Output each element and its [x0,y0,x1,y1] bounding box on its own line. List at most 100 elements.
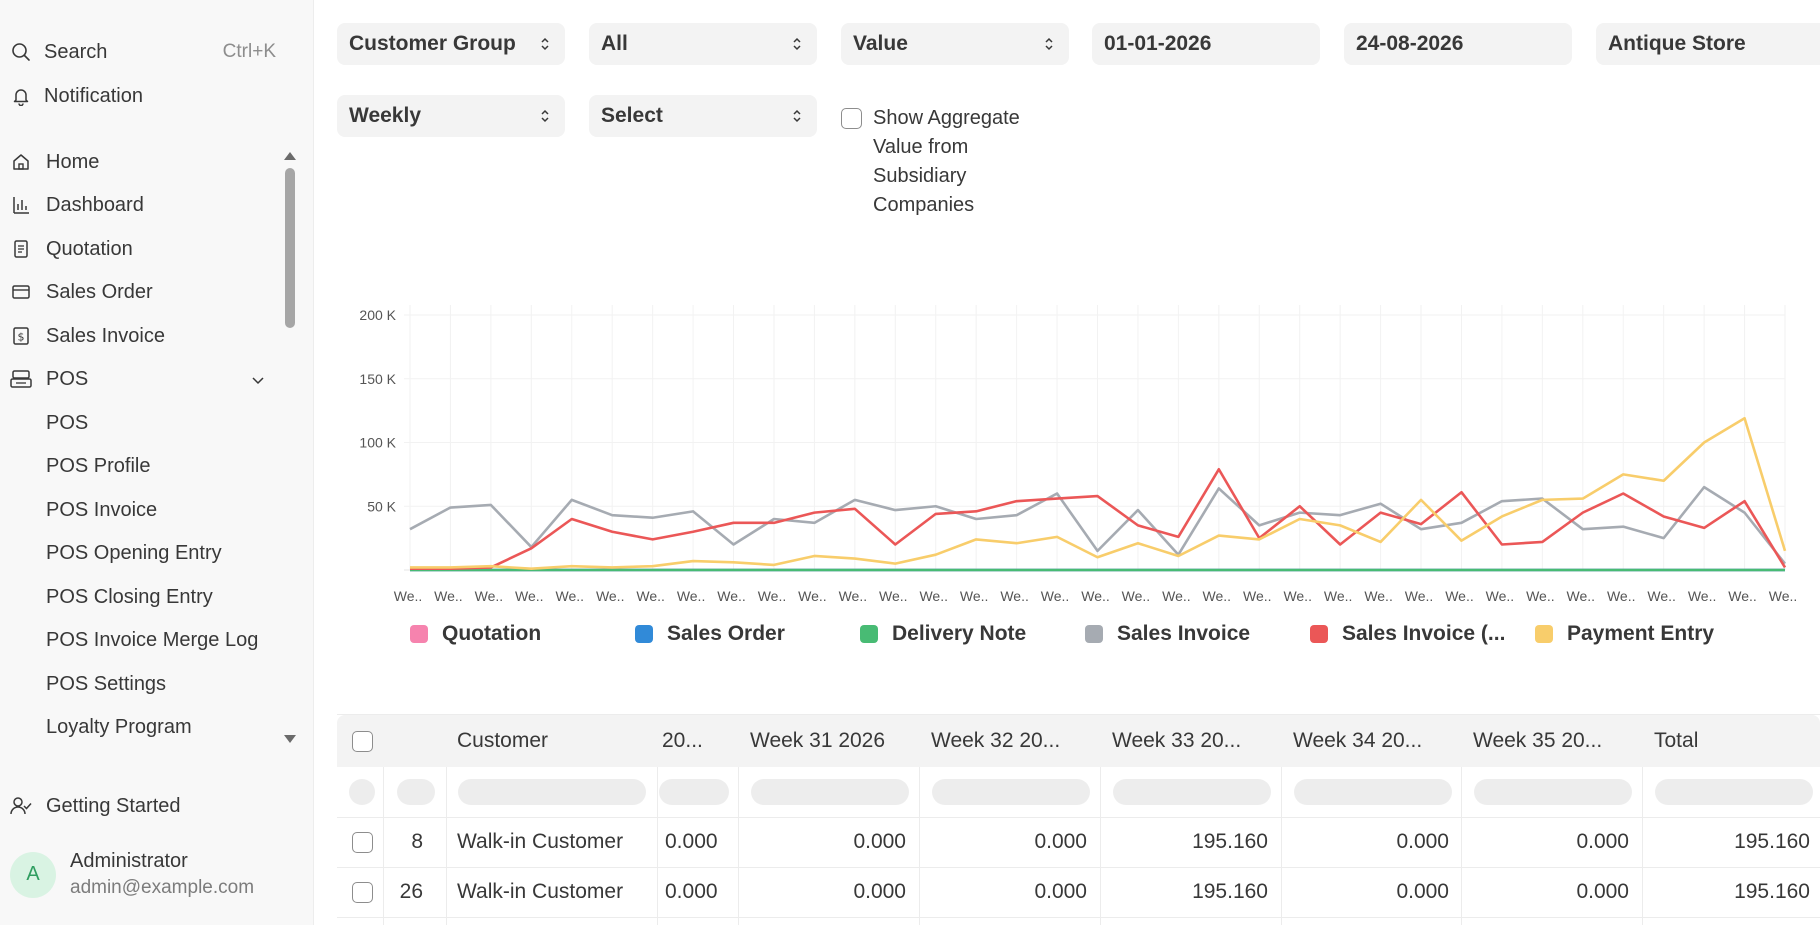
doc-type-select[interactable]: All [589,23,817,65]
sidebar-subitem-pos-invoice[interactable]: POS Invoice [46,498,158,521]
column-header-week-31[interactable]: Week 31 2026 [750,729,886,752]
scroll-down-arrow[interactable] [283,731,297,743]
column-header-week-32[interactable]: Week 32 20... [931,729,1061,752]
select-dropdown[interactable]: Select [589,95,817,137]
sidebar-subitem-pos-profile[interactable]: POS Profile [46,454,151,477]
column-header-week-34[interactable]: Week 34 20... [1293,729,1423,752]
updown-chevron-icon [791,106,803,132]
filter-skeleton[interactable] [1113,779,1271,805]
bar-chart-icon [10,194,32,216]
x-tick-label: We.. [1324,588,1353,604]
legend-label: Payment Entry [1567,622,1715,645]
scroll-up-arrow[interactable] [283,148,297,160]
row-checkbox[interactable] [352,832,373,853]
getting-started-button[interactable]: Getting Started [10,790,181,822]
legend-item[interactable]: Sales Order [635,622,785,646]
dollar-doc-icon: $ [10,325,32,347]
x-tick-label: We.. [1364,588,1393,604]
select-all-checkbox[interactable] [352,731,373,752]
customer-cell[interactable]: Walk-in Customer [457,880,624,903]
updown-chevron-icon [539,106,551,132]
user-menu[interactable]: A Administrator admin@example.com [10,850,254,899]
legend-item[interactable]: Quotation [410,622,541,646]
aggregate-checkbox[interactable] [841,108,862,129]
value-cell: 195.160 [1192,880,1268,903]
sidebar-subitem-pos-settings[interactable]: POS Settings [46,672,167,695]
column-divider [1281,767,1282,925]
legend-item[interactable]: Sales Invoice [1085,622,1250,646]
value-cell: 0.000 [1576,830,1629,853]
y-tick-label: 150 K [359,371,396,387]
legend-item[interactable]: Sales Invoice (... [1310,622,1505,646]
scrollbar-thumb[interactable] [285,168,295,328]
search-label: Search [44,40,108,63]
x-tick-label: We.. [1728,588,1757,604]
filter-skeleton[interactable] [751,779,909,805]
filter-skeleton[interactable] [458,779,646,805]
from-date-input[interactable]: 01-01-2026 [1092,23,1320,65]
report-table: Customer 20... Week 31 2026 Week 32 20..… [337,714,1820,925]
sidebar-subitem-pos-closing-entry[interactable]: POS Closing Entry [46,585,213,608]
notification-button[interactable]: Notification [10,80,300,112]
series-line [409,485,1787,565]
column-header-week-35[interactable]: Week 35 20... [1473,729,1603,752]
line-chart: 200 K 150 K 100 K 50 K We.. We.. We.. We.. We.. W… [359,305,1797,604]
chevron-down-icon[interactable] [250,371,266,394]
filter-skeleton [349,779,375,805]
column-header-week[interactable]: 20... [662,729,703,752]
column-divider [1461,767,1462,925]
filter-skeleton[interactable] [659,779,729,805]
table-row[interactable]: 26 Walk-in Customer 0.000 0.000 0.000 19… [337,868,1820,918]
value-cell: 0.000 [853,830,906,853]
user-name: Administrator [70,850,188,872]
x-tick-label: We.. [1000,588,1029,604]
range-select[interactable]: Weekly [337,95,565,137]
avatar: A [10,851,56,898]
tree-type-select[interactable]: Customer Group [337,23,565,65]
legend-label: Quotation [442,622,542,645]
x-tick-label: We.. [1122,588,1151,604]
sidebar-item-pos[interactable]: POS [10,361,280,397]
legend-item[interactable]: Delivery Note [860,622,1026,646]
card-icon [10,281,32,303]
x-tick-label: We.. [798,588,827,604]
sidebar-subitem-pos-opening-entry[interactable]: POS Opening Entry [46,541,222,564]
to-date-value: 24-08-2026 [1356,32,1464,55]
sidebar-item-sales-invoice[interactable]: $ Sales Invoice [10,318,280,354]
filter-skeleton[interactable] [1294,779,1452,805]
sidebar-subitem-loyalty-program[interactable]: Loyalty Program [46,715,192,738]
value-quantity-value: Value [853,32,908,55]
x-tick-label: We.. [717,588,746,604]
column-header-customer[interactable]: Customer [457,729,549,752]
to-date-input[interactable]: 24-08-2026 [1344,23,1572,65]
sidebar-subitem-pos-invoice-merge-log[interactable]: POS Invoice Merge Log [46,628,259,651]
column-divider [1100,767,1101,925]
sidebar-item-label: Dashboard [46,193,144,216]
doc-type-value: All [601,32,628,55]
search-button[interactable]: Search Ctrl+K [10,36,300,68]
legend-item[interactable]: Payment Entry [1535,622,1714,646]
sidebar-subitem-pos[interactable]: POS [46,411,89,434]
sidebar-item-home[interactable]: Home [10,144,280,180]
updown-chevron-icon [539,34,551,60]
home-icon [10,151,32,173]
table-header: Customer 20... Week 31 2026 Week 32 20..… [337,715,1820,767]
sidebar-item-dashboard[interactable]: Dashboard [10,187,280,223]
customer-cell[interactable]: Walk-in Customer [457,830,624,853]
filter-skeleton[interactable] [932,779,1090,805]
x-tick-label: We.. [434,588,463,604]
y-tick-label: 100 K [359,435,396,451]
row-checkbox[interactable] [352,882,373,903]
column-header-total[interactable]: Total [1654,729,1699,752]
sidebar-item-quotation[interactable]: Quotation [10,231,280,267]
company-input[interactable]: Antique Store [1596,23,1820,65]
column-header-week-33[interactable]: Week 33 20... [1112,729,1242,752]
value-quantity-select[interactable]: Value [841,23,1069,65]
x-tick-label: We.. [394,588,423,604]
table-row[interactable]: 8 Walk-in Customer 0.000 0.000 0.000 195… [337,818,1820,868]
sidebar-item-sales-order[interactable]: Sales Order [10,274,280,310]
column-divider [657,767,658,925]
filter-skeleton[interactable] [1474,779,1632,805]
search-shortcut: Ctrl+K [222,41,276,62]
filter-skeleton[interactable] [1655,779,1813,805]
